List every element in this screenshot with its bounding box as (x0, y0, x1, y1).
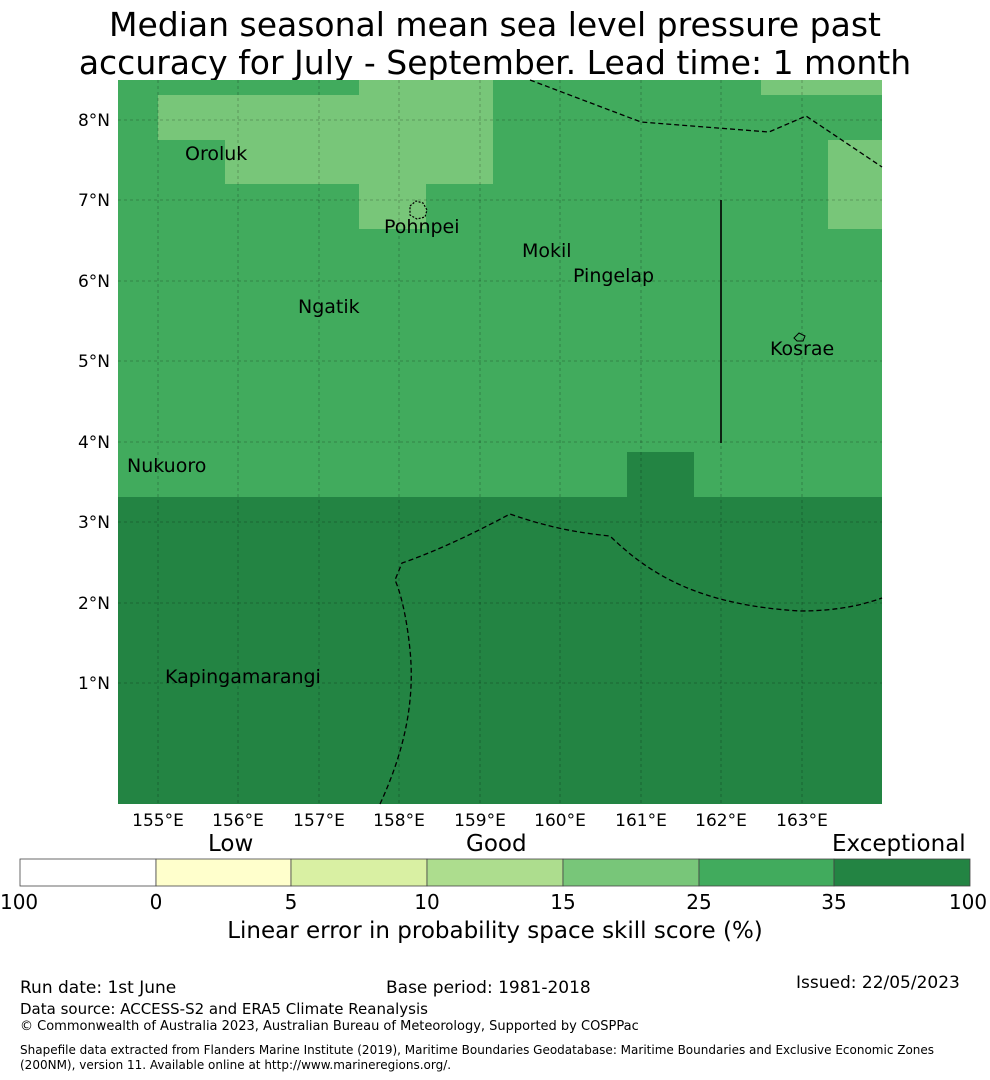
skill-patch (627, 452, 694, 498)
place-label-mokil: Mokil (522, 240, 572, 262)
colorbar (19, 858, 971, 887)
skill-patch (426, 80, 493, 184)
lon-label: 157°E (293, 811, 345, 831)
skill-patch (158, 95, 225, 140)
colorbar-tick: 5 (284, 890, 298, 914)
issued-date: Issued: 22/05/2023 (796, 973, 960, 993)
place-label-oroluk: Oroluk (185, 143, 247, 165)
lat-label: 7°N (78, 191, 110, 211)
place-label-nukuoro: Nukuoro (127, 455, 206, 477)
lat-label: 1°N (78, 674, 110, 694)
base-period: Base period: 1981-2018 (386, 978, 591, 998)
skill-patch (118, 497, 882, 804)
colorbar-title: Linear error in probability space skill … (227, 918, 763, 944)
run-date: Run date: 1st June (20, 978, 177, 998)
lon-label: 163°E (776, 811, 828, 831)
lon-label: 161°E (615, 811, 667, 831)
place-label-ngatik: Ngatik (298, 296, 360, 318)
skill-patch (359, 80, 426, 229)
colorbar-segment (155, 858, 292, 887)
chart-title: Median seasonal mean sea level pressure … (0, 6, 990, 82)
lon-label: 155°E (132, 811, 184, 831)
data-source: Data source: ACCESS-S2 and ERA5 Climate … (20, 1000, 428, 1018)
shapefile-credit-line-1: Shapefile data extracted from Flanders M… (20, 1043, 935, 1057)
title-line-2: accuracy for July - September. Lead time… (78, 43, 912, 82)
colorbar-tick: -100 (0, 890, 39, 914)
lat-label: 6°N (78, 272, 110, 292)
colorbar-segment (19, 858, 157, 887)
colorbar-segment (833, 858, 971, 887)
shapefile-credit-line-2: (200NM), version 11. Available online at… (20, 1058, 452, 1072)
kosrae-island-shape (793, 332, 806, 342)
copyright: © Commonwealth of Australia 2023, Austra… (20, 1019, 639, 1034)
colorbar-tick: 100 (948, 890, 988, 914)
colorbar-segment (562, 858, 700, 887)
colorbar-segment (698, 858, 835, 887)
lat-label: 3°N (78, 513, 110, 533)
place-label-kapingamarangi: Kapingamarangi (165, 666, 321, 688)
colorbar-category-good: Good (466, 831, 527, 857)
colorbar-tick: 10 (414, 890, 440, 914)
lat-label: 8°N (78, 111, 110, 131)
place-label-pingelap: Pingelap (573, 265, 654, 287)
skill-patch (225, 95, 359, 184)
lon-label: 159°E (454, 811, 506, 831)
colorbar-category-exceptional: Exceptional (832, 831, 966, 857)
title-line-1: Median seasonal mean sea level pressure … (109, 5, 881, 44)
lat-label: 2°N (78, 594, 110, 614)
eez-boundaries (379, 79, 883, 805)
lat-label: 5°N (78, 352, 110, 372)
colorbar-tick: 15 (550, 890, 576, 914)
skill-region-15-25 (158, 80, 882, 229)
colorbar-tick: 0 (149, 890, 163, 914)
colorbar-segment (426, 858, 564, 887)
lat-label: 4°N (78, 433, 110, 453)
place-label-pohnpei: Pohnpei (384, 216, 460, 238)
place-label-kosrae: Kosrae (770, 338, 834, 360)
colorbar-segment (290, 858, 428, 887)
lon-label: 162°E (695, 811, 747, 831)
eez-boundary-south (379, 513, 883, 805)
colorbar-tick: 25 (686, 890, 712, 914)
colorbar-category-low: Low (208, 831, 254, 857)
colorbar-tick: 35 (821, 890, 847, 914)
skill-region-35-100 (118, 452, 882, 804)
skill-patch (828, 140, 882, 229)
lon-label: 158°E (373, 811, 425, 831)
lon-label: 160°E (534, 811, 586, 831)
lon-label: 156°E (212, 811, 264, 831)
skill-patch (761, 80, 882, 95)
